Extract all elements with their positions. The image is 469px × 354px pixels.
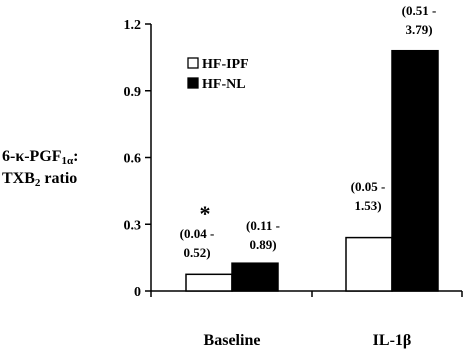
y-tick-label: 0.6: [124, 152, 142, 167]
range-label: (0.05 -: [351, 179, 386, 194]
y-tick-label: 0.3: [124, 218, 142, 233]
y-tick-label: 0.9: [124, 85, 142, 100]
range-label: 0.89): [249, 237, 276, 252]
range-label: (0.51 -: [402, 3, 437, 18]
bar-hf-ipf-baseline: [185, 273, 233, 292]
bar-hf-nl-il-1b: [391, 49, 439, 292]
y-axis-title-line1: 6-κ-PGF1α:: [2, 148, 79, 167]
range-label: 1.53): [354, 198, 381, 213]
bar-hf-ipf-il-1b: [345, 236, 393, 292]
range-label: 0.52): [183, 245, 210, 260]
y-tick-label: 1.2: [124, 18, 142, 33]
bar-hf-nl-baseline: [231, 262, 279, 292]
category-label: IL-1β: [373, 332, 412, 349]
legend-label: HF-IPF: [202, 57, 249, 72]
legend-swatch-hf-nl: [187, 77, 199, 89]
category-label: Baseline: [204, 332, 261, 349]
range-label: (0.04 -: [180, 226, 215, 241]
significance-asterisk: *: [200, 201, 211, 226]
range-label: (0.11 -: [246, 218, 280, 233]
y-tick-label: 0: [134, 285, 141, 300]
y-axis-title-line2: TXB2 ratio: [2, 170, 78, 189]
y-axis-title: 6-κ-PGF1α: TXB2 ratio: [2, 146, 142, 190]
legend-label: HF-NL: [202, 77, 246, 92]
legend-swatch-hf-ipf: [187, 57, 199, 69]
range-label: 3.79): [405, 22, 432, 37]
